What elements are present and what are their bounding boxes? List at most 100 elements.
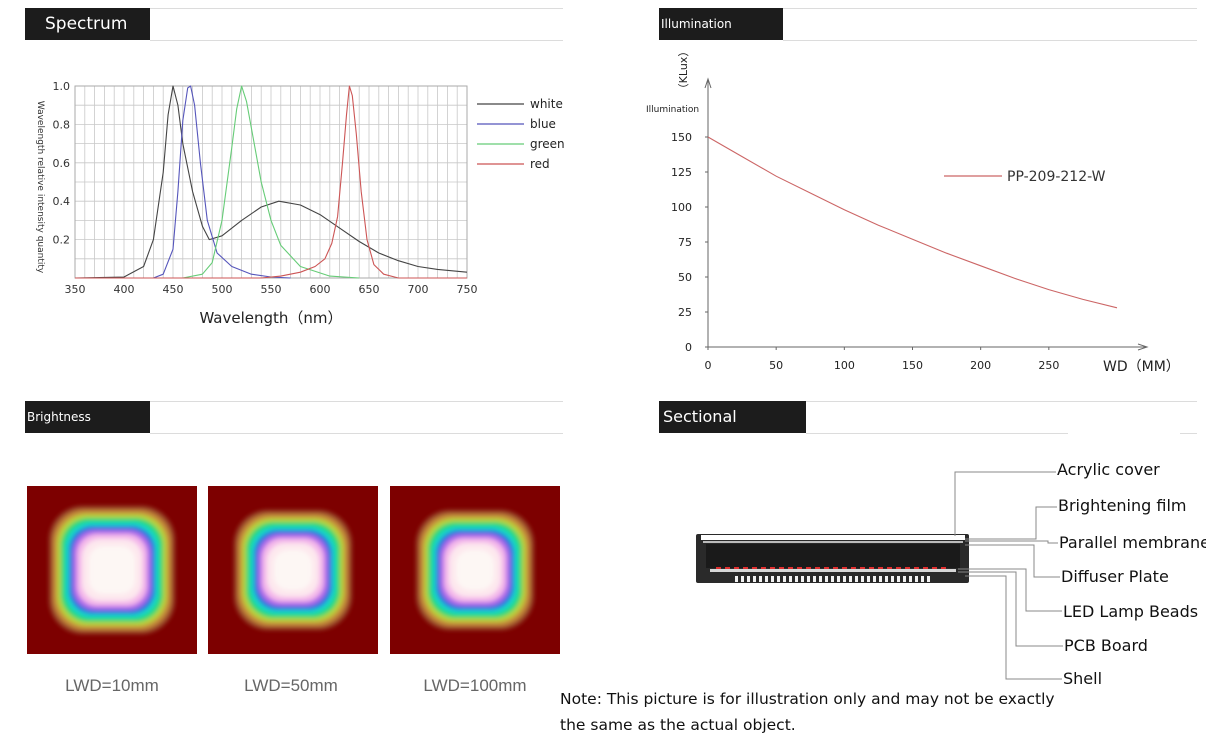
series-line-red: [75, 85, 467, 279]
divider: [783, 40, 1197, 41]
led-bead: [725, 567, 730, 569]
legend-label-green: green: [530, 137, 565, 151]
y-axis-unit: （KLux）: [677, 46, 690, 95]
disclaimer-note: Note: This picture is for illustration o…: [560, 690, 1055, 734]
x-tick-label: 0: [705, 359, 712, 372]
pcb-tooth: [777, 576, 780, 582]
section-title-brightness: Brightness Uniformity: [25, 401, 150, 456]
divider: [659, 401, 1197, 402]
legend-label: PP-209-212-W: [1007, 169, 1106, 185]
label-acrylic-cover: Acrylic cover: [1057, 460, 1160, 479]
pcb-tooth: [771, 576, 774, 582]
pcb-tooth: [759, 576, 762, 582]
y-tick-label: 0.2: [53, 234, 71, 247]
x-tick-label: 600: [310, 283, 331, 296]
uniformity-images: [27, 486, 560, 654]
y-tick-label: 25: [678, 306, 692, 319]
led-bead: [824, 567, 829, 569]
leader-line: [958, 571, 1063, 647]
uniformity-ring: [89, 546, 135, 594]
led-bead: [896, 567, 901, 569]
pcb-board: [735, 576, 930, 582]
pcb-tooth: [801, 576, 804, 582]
uniformity-caption: LWD=100mm: [423, 676, 527, 695]
uniformity-glow: [49, 506, 175, 634]
y-tick-label: 0.4: [53, 195, 71, 208]
label-brightening-film: Brightening film: [1058, 496, 1187, 515]
pcb-tooth: [891, 576, 894, 582]
pcb-tooth: [915, 576, 918, 582]
pcb-tooth: [903, 576, 906, 582]
pcb-tooth: [885, 576, 888, 582]
series-line-PP-209-212-W: [707, 136, 1118, 309]
label-parallel-membrane: Parallel membrane: [1059, 533, 1206, 552]
led-bead: [797, 567, 802, 569]
section-title-illumination: Illumination Diagram: [659, 8, 783, 63]
led-bead: [716, 567, 721, 569]
pcb-tooth: [861, 576, 864, 582]
led-bead: [743, 567, 748, 569]
led-bead: [770, 567, 775, 569]
pcb-tooth: [807, 576, 810, 582]
label-pcb-board: PCB Board: [1064, 636, 1148, 655]
x-tick-label: 650: [359, 283, 380, 296]
leader-line: [954, 471, 1056, 536]
pcb-tooth: [927, 576, 930, 582]
led-bead: [923, 567, 928, 569]
diffuser-plate: [710, 569, 956, 572]
pcb-tooth: [747, 576, 750, 582]
y-axis-label: Wavelength relative intensity quantity: [35, 101, 45, 274]
section-title-spectrum: Spectrum: [25, 8, 150, 40]
series-line-white: [74, 85, 468, 279]
series-line-green: [75, 85, 360, 279]
pcb-tooth: [753, 576, 756, 582]
pcb-tooth: [855, 576, 858, 582]
pcb-tooth: [909, 576, 912, 582]
led-bead: [842, 567, 847, 569]
divider: [806, 433, 1068, 434]
label-led-lamp-beads: LED Lamp Beads: [1063, 602, 1199, 621]
pcb-tooth: [789, 576, 792, 582]
divider: [150, 40, 563, 41]
led-bead: [815, 567, 820, 569]
pcb-tooth: [921, 576, 924, 582]
uniformity-ring: [274, 550, 312, 590]
led-bead: [851, 567, 856, 569]
x-tick-label: 400: [114, 283, 135, 296]
x-axis-label: Wavelength（nm）: [199, 309, 342, 327]
uniformity-image: [208, 486, 378, 654]
plot-frame: [74, 85, 468, 279]
y-axis-arrow: [704, 77, 712, 89]
y-tick-label: 100: [671, 201, 692, 214]
uniformity-caption: LWD=50mm: [244, 676, 338, 695]
led-lamp-beads: [716, 567, 946, 569]
y-tick-label: 0.8: [53, 118, 71, 131]
legend-label-blue: blue: [530, 117, 556, 131]
pcb-tooth: [765, 576, 768, 582]
uniformity-image: [390, 486, 560, 654]
led-bead: [914, 567, 919, 569]
leader-lines: [954, 471, 1063, 680]
uniformity-caption: LWD=10mm: [65, 676, 159, 695]
x-axis-label: WD（MM）: [1103, 359, 1180, 375]
pcb-tooth: [825, 576, 828, 582]
pcb-tooth: [783, 576, 786, 582]
pcb-tooth: [897, 576, 900, 582]
x-axis-arrow: [1137, 343, 1149, 351]
acrylic-cover: [701, 535, 965, 540]
pcb-tooth: [813, 576, 816, 582]
led-bead: [878, 567, 883, 569]
led-bead: [860, 567, 865, 569]
pcb-tooth: [819, 576, 822, 582]
x-tick-label: 750: [457, 283, 478, 296]
divider: [659, 8, 1197, 9]
led-bead: [887, 567, 892, 569]
led-bead: [932, 567, 937, 569]
leader-line: [965, 506, 1057, 540]
section-title-sectional: Sectional Structure: [659, 401, 806, 458]
legend-label-white: white: [530, 97, 563, 111]
pcb-tooth: [837, 576, 840, 582]
y-tick-label: 50: [678, 271, 692, 284]
series-line-blue: [75, 85, 291, 279]
